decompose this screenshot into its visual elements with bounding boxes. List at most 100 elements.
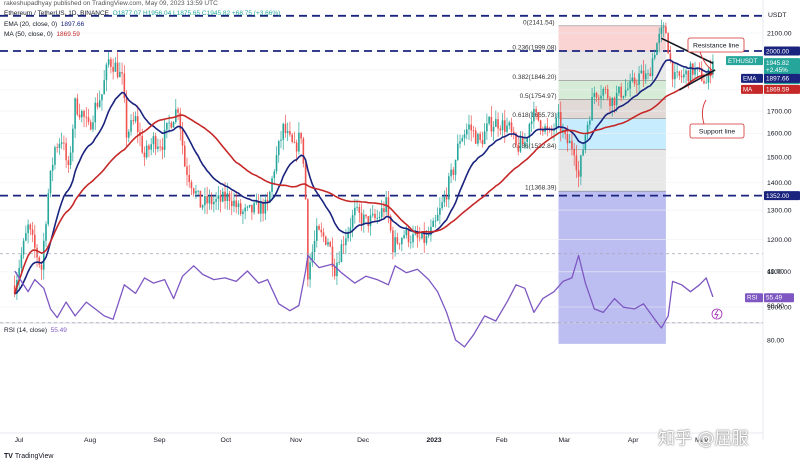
legend-row-rsi[interactable]: RSI (14, close) 55.49 [4,327,67,334]
resistance-line [661,37,714,64]
candle-body [244,207,246,212]
time-tick-label: Nov [290,437,303,444]
candle-body [470,124,473,131]
legend-ma-value: 1869.59 [56,31,80,38]
candle-body [347,231,349,239]
time-tick-label: Apr [628,437,639,444]
candle-body [602,88,605,96]
candle-body [492,126,495,132]
candle-body [36,247,38,258]
candle-body [199,190,202,208]
candle-body [512,131,515,134]
candle-body [685,70,687,75]
candle-body [143,152,146,158]
candle-body [631,77,634,82]
candle-body [573,149,575,156]
candle-body [600,95,602,99]
candle-body [228,193,231,202]
candle-body [242,211,244,215]
legend-ohlc: O1877.07 H1956.04 L1875.65 C1945.82 +68.… [112,10,281,17]
fib-zone-4 [558,118,666,150]
candle-body [618,86,620,94]
candle-body [170,122,173,128]
candle-body [436,214,439,221]
candle-body [680,75,683,78]
candle-body [526,137,528,143]
candle-body [611,97,614,106]
candle-body [486,123,488,132]
candle-body [298,132,300,152]
ma-tag-left-text: MA [743,86,753,93]
candle-body [20,254,23,268]
candle-body [683,74,685,78]
candle-body [519,137,522,152]
support-callout-arrow [701,99,707,125]
candle-body [528,123,531,138]
candle-body [230,201,233,207]
candle-body [414,233,417,235]
price-axis: USDT 1000.00 1100.00 1200.00 1300.00 1400.00 1… [726,0,800,440]
candle-body [566,133,569,144]
candle-body [656,43,658,55]
candle-body [362,214,365,224]
candle-body [177,109,179,113]
price-tick-label: 1000.00 [767,304,792,311]
candle-body [81,111,83,118]
candle-body [291,134,293,142]
candle-body [192,188,195,194]
candle-body [705,82,708,84]
candle-body [333,266,336,277]
candle-body [396,237,399,244]
ma-value-tag-bg [764,84,800,94]
fib-level-label: 0.382(1846.20) [512,74,556,81]
candle-body [345,238,347,246]
candle-body [604,88,607,90]
candle-body [172,121,175,128]
ma-value-tag-text: 1869.59 [766,87,790,94]
candle-body [47,193,50,225]
candle-body [87,117,90,123]
candle-body [459,141,461,144]
candle-body [676,71,678,73]
candle-body [535,108,537,112]
candle-body [56,147,58,149]
candle-body [613,97,616,106]
tradingview-logo[interactable]: TV TradingView [4,453,53,460]
candle-body [233,200,235,207]
candle-body [213,201,215,205]
candle-body [376,218,379,219]
last-price-tag-text: +2.45% [766,67,788,74]
candle-body [322,232,325,237]
fib-level-label: 1(1368.39) [525,185,556,192]
legend-row-ema[interactable]: EMA (20, close, 0) 1897.66 [4,21,84,28]
candle-body [141,135,144,153]
candle-body [89,122,92,130]
legend-rsi-label: RSI (14, close) [4,327,47,334]
time-tick-label: Feb [496,437,508,444]
candle-body [300,132,302,139]
candle-body [284,123,287,133]
candle-body [65,143,67,161]
candle-body [580,155,582,177]
ma-value-tag: 1869.59 [764,84,800,94]
candle-body [105,64,108,81]
legend-row-ma[interactable]: MA (50, close, 0) 1869.59 [4,31,80,38]
candle-body [309,262,311,280]
candle-body [112,66,114,72]
legend-ma-label: MA (50, close, 0) [4,31,53,38]
candle-body [25,233,27,241]
candle-body [103,80,105,95]
candle-body [629,81,631,89]
fib-level-label: 0(2141.54) [523,19,554,26]
ema-20-line [14,59,714,295]
level-tag: 2000.00 [764,46,800,56]
candle-body [181,129,184,146]
candle-body [642,70,645,80]
legend-symbol[interactable]: Ethereum / TetherUS, 1D, BINANCE [4,10,110,17]
candle-body [401,238,403,245]
candle-body [687,70,690,82]
candle-body [275,155,278,172]
candle-body [22,240,25,255]
candle-body [222,191,224,202]
candle-body [85,116,88,118]
